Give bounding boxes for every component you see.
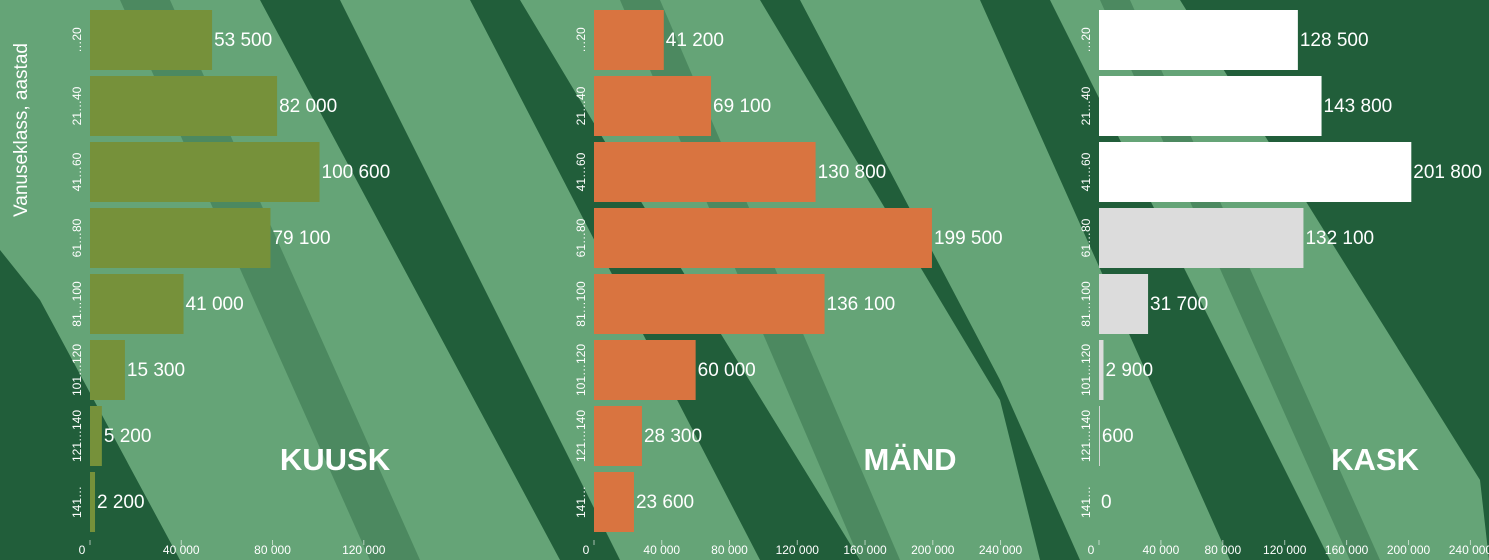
- y-tick-label: 121…140: [574, 410, 588, 462]
- x-tick-label: 200 000: [1387, 543, 1431, 557]
- value-label: 201 800: [1413, 162, 1482, 183]
- y-tick-label: 141…: [70, 486, 84, 518]
- value-label: 15 300: [127, 360, 185, 381]
- y-tick-label: 41…60: [1079, 152, 1093, 191]
- x-tick-label: 80 000: [1204, 543, 1241, 557]
- x-tick-label: 240 000: [1449, 543, 1489, 557]
- y-tick-label: 81…100: [1079, 281, 1093, 327]
- value-label: 199 500: [934, 228, 1003, 249]
- y-tick-label: 61…80: [70, 218, 84, 257]
- x-tick-label: 160 000: [843, 543, 887, 557]
- bar: [1099, 10, 1298, 70]
- value-label: 143 800: [1324, 96, 1393, 117]
- bar: [90, 142, 320, 202]
- y-tick-label: 21…40: [574, 86, 588, 125]
- x-tick-label: 40 000: [1143, 543, 1180, 557]
- x-tick-label: 160 000: [1325, 543, 1369, 557]
- value-label: 53 500: [214, 30, 272, 51]
- y-tick-label: 41…60: [70, 152, 84, 191]
- value-label: 600: [1102, 426, 1134, 447]
- value-label: 28 300: [644, 426, 702, 447]
- chart-title: MÄND: [864, 442, 957, 477]
- x-tick-label: 120 000: [1263, 543, 1307, 557]
- x-tick-label: 80 000: [254, 543, 291, 557]
- bar: [1099, 274, 1149, 334]
- bar: [90, 274, 184, 334]
- bar: [1099, 142, 1412, 202]
- chart-title: KASK: [1331, 442, 1419, 477]
- y-tick-label: 141…: [574, 486, 588, 518]
- value-label: 136 100: [827, 294, 896, 315]
- bar: [594, 340, 696, 400]
- bar: [594, 208, 932, 268]
- bar: [594, 274, 825, 334]
- y-tick-label: 81…100: [574, 281, 588, 327]
- y-tick-label: 121…140: [70, 410, 84, 462]
- y-tick-label: 81…100: [70, 281, 84, 327]
- bar: [594, 472, 634, 532]
- y-tick-label: 121…140: [1079, 410, 1093, 462]
- value-label: 2 200: [97, 492, 145, 513]
- x-tick-label: 40 000: [163, 543, 200, 557]
- bar: [90, 472, 96, 532]
- value-label: 41 200: [666, 30, 724, 51]
- y-axis-title: Vanuseklass, aastad: [11, 43, 32, 217]
- value-label: 128 500: [1300, 30, 1369, 51]
- value-label: 0: [1101, 492, 1112, 513]
- x-tick-label: 0: [1088, 543, 1095, 557]
- y-tick-label: 21…40: [1079, 86, 1093, 125]
- bar: [594, 10, 664, 70]
- bar: [90, 10, 213, 70]
- value-label: 60 000: [698, 360, 756, 381]
- y-tick-label: 101…120: [70, 344, 84, 396]
- x-tick-label: 0: [583, 543, 590, 557]
- x-tick-label: 120 000: [776, 543, 820, 557]
- bar: [1099, 340, 1104, 400]
- y-tick-label: 101…120: [574, 344, 588, 396]
- bar: [594, 76, 712, 136]
- bar: [90, 406, 102, 466]
- x-tick-label: 80 000: [711, 543, 748, 557]
- y-tick-label: 21…40: [70, 86, 84, 125]
- bar: [1099, 208, 1304, 268]
- value-label: 132 100: [1305, 228, 1374, 249]
- bar: [594, 142, 816, 202]
- x-tick-label: 240 000: [979, 543, 1023, 557]
- value-label: 69 100: [713, 96, 771, 117]
- x-tick-label: 120 000: [342, 543, 386, 557]
- bar: [90, 208, 271, 268]
- value-label: 5 200: [104, 426, 152, 447]
- value-label: 130 800: [818, 162, 887, 183]
- y-tick-label: 41…60: [574, 152, 588, 191]
- y-tick-label: …20: [1079, 27, 1093, 53]
- y-tick-label: 61…80: [574, 218, 588, 257]
- value-label: 82 000: [279, 96, 337, 117]
- x-tick-label: 200 000: [911, 543, 955, 557]
- value-label: 100 600: [322, 162, 391, 183]
- value-label: 79 100: [272, 228, 330, 249]
- x-tick-label: 0: [79, 543, 86, 557]
- y-tick-label: …20: [70, 27, 84, 53]
- chart-title: KUUSK: [280, 442, 391, 477]
- y-tick-label: 141…: [1079, 486, 1093, 518]
- bar: [1099, 406, 1100, 466]
- bar: [594, 406, 642, 466]
- value-label: 23 600: [636, 492, 694, 513]
- bar: [1099, 76, 1322, 136]
- y-tick-label: …20: [574, 27, 588, 53]
- y-tick-label: 61…80: [1079, 218, 1093, 257]
- value-label: 41 000: [186, 294, 244, 315]
- bar: [90, 340, 125, 400]
- x-tick-label: 40 000: [643, 543, 680, 557]
- value-label: 31 700: [1150, 294, 1208, 315]
- value-label: 2 900: [1105, 360, 1153, 381]
- y-tick-label: 101…120: [1079, 344, 1093, 396]
- bar: [90, 76, 278, 136]
